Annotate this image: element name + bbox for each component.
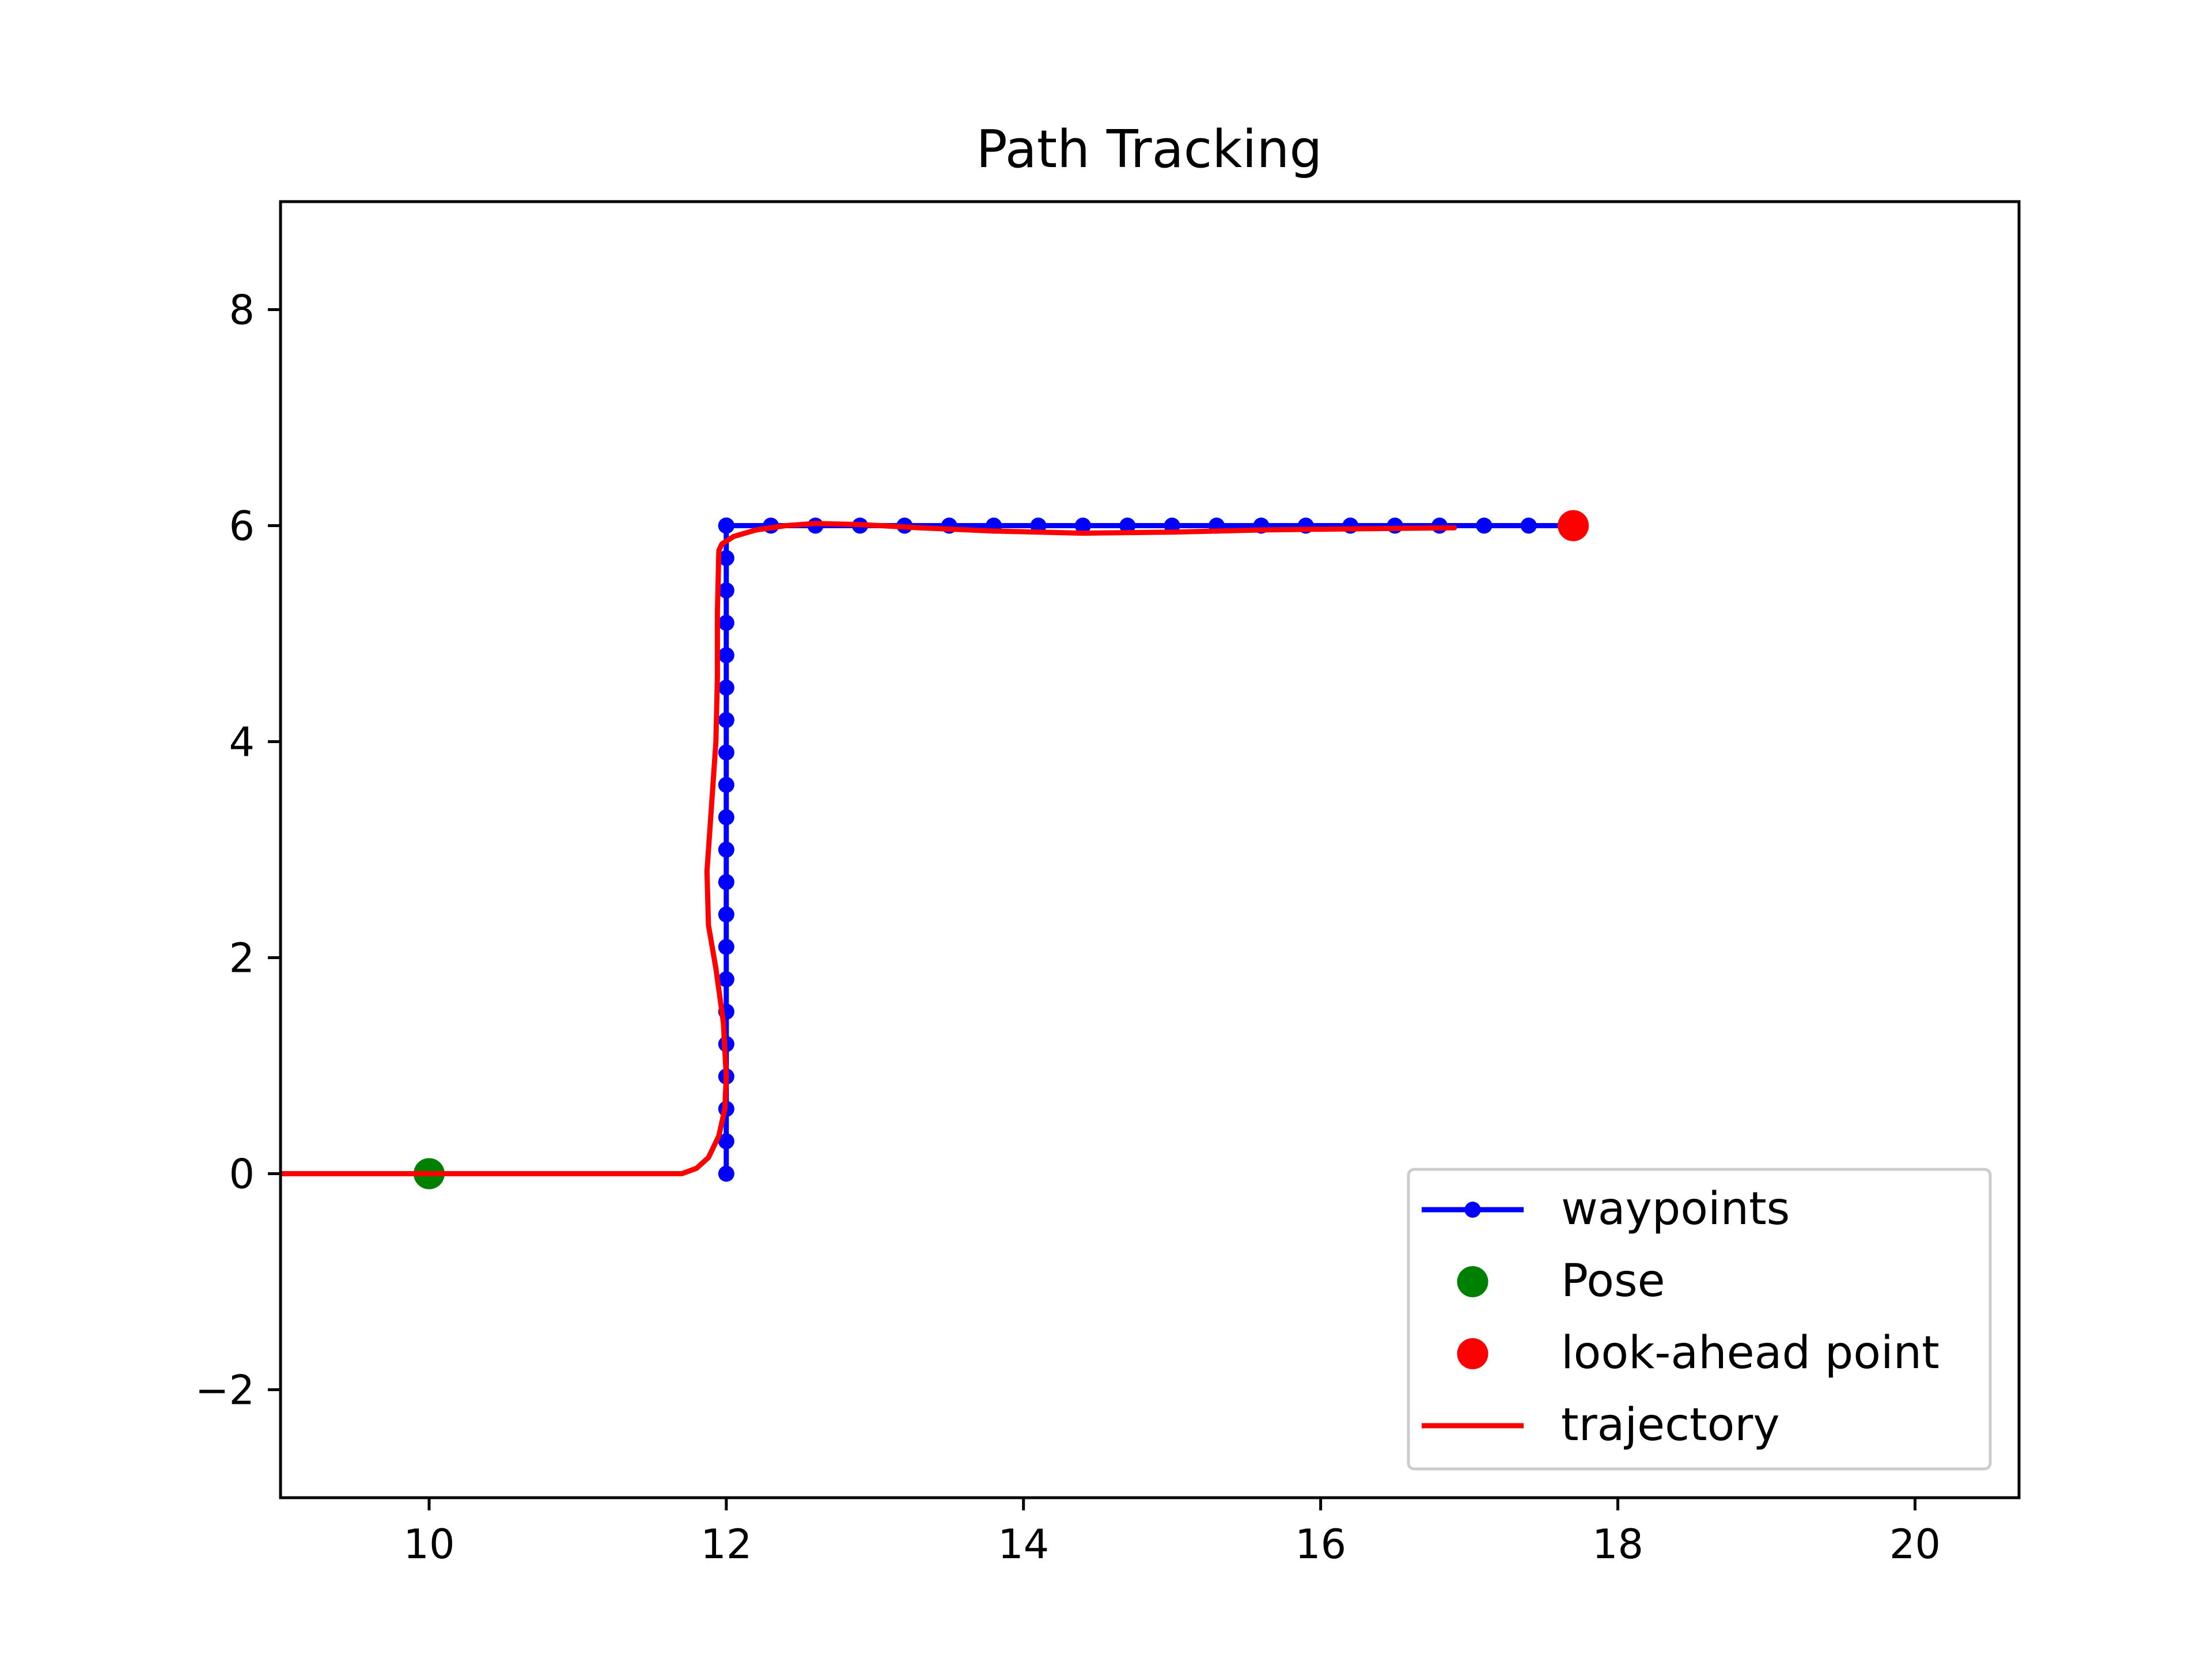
waypoint-marker <box>718 809 734 825</box>
legend-box <box>1407 1168 1992 1471</box>
waypoint-marker <box>718 971 734 987</box>
waypoint-marker <box>718 744 734 761</box>
plot-content <box>281 510 1589 1190</box>
waypoint-marker <box>718 679 734 696</box>
y-tick-label: 6 <box>229 503 255 550</box>
legend-waypoints-label: waypoints <box>1561 1183 1790 1235</box>
waypoint-marker <box>1520 517 1537 534</box>
waypoint-marker <box>718 842 734 858</box>
waypoint-marker <box>718 777 734 793</box>
x-tick-label: 12 <box>700 1521 752 1568</box>
waypoint-marker <box>718 874 734 891</box>
legend-pose-label: Pose <box>1561 1255 1665 1307</box>
waypoint-marker <box>1119 517 1136 534</box>
waypoint-marker <box>718 615 734 631</box>
plot-area-frame <box>279 200 2021 1499</box>
legend-look-ahead-point-marker <box>1457 1338 1488 1369</box>
x-tick-label: 14 <box>998 1521 1049 1568</box>
waypoint-marker <box>718 1165 734 1182</box>
waypoint-marker <box>718 517 734 534</box>
y-tick-label: 0 <box>229 1151 255 1198</box>
legend: waypoints Pose look-ahead point trajectory <box>1407 1168 1992 1471</box>
legend-trajectory-label: trajectory <box>1561 1399 1780 1451</box>
waypoint-marker <box>718 938 734 955</box>
legend-pose-marker <box>1457 1266 1488 1297</box>
x-axis-ticks: 10 12 14 16 18 20 <box>403 1498 1941 1568</box>
legend-waypoints-marker <box>1464 1202 1481 1218</box>
waypoint-marker <box>718 647 734 664</box>
y-tick-label: 8 <box>229 287 255 334</box>
waypoint-marker <box>718 712 734 728</box>
legend-look-ahead-point-label: look-ahead point <box>1561 1327 1940 1379</box>
waypoint-marker <box>718 582 734 599</box>
x-tick-label: 10 <box>403 1521 454 1568</box>
trajectory-line <box>281 521 1457 1176</box>
waypoint-marker <box>718 906 734 923</box>
x-tick-label: 20 <box>1889 1521 1941 1568</box>
look-ahead-point-marker <box>1558 510 1589 541</box>
waypoint-marker <box>1476 517 1493 534</box>
waypoint-marker <box>1074 517 1091 534</box>
y-tick-label: 4 <box>229 719 255 766</box>
waypoint-marker <box>1387 517 1403 534</box>
y-axis-ticks: −2 0 2 4 6 8 <box>195 287 281 1414</box>
x-tick-label: 16 <box>1295 1521 1346 1568</box>
chart-title: Path Tracking <box>976 119 1323 180</box>
y-tick-label: −2 <box>195 1367 255 1414</box>
y-tick-label: 2 <box>229 935 255 982</box>
waypoint-marker <box>718 1133 734 1150</box>
x-tick-label: 18 <box>1592 1521 1643 1568</box>
waypoint-marker <box>718 550 734 566</box>
